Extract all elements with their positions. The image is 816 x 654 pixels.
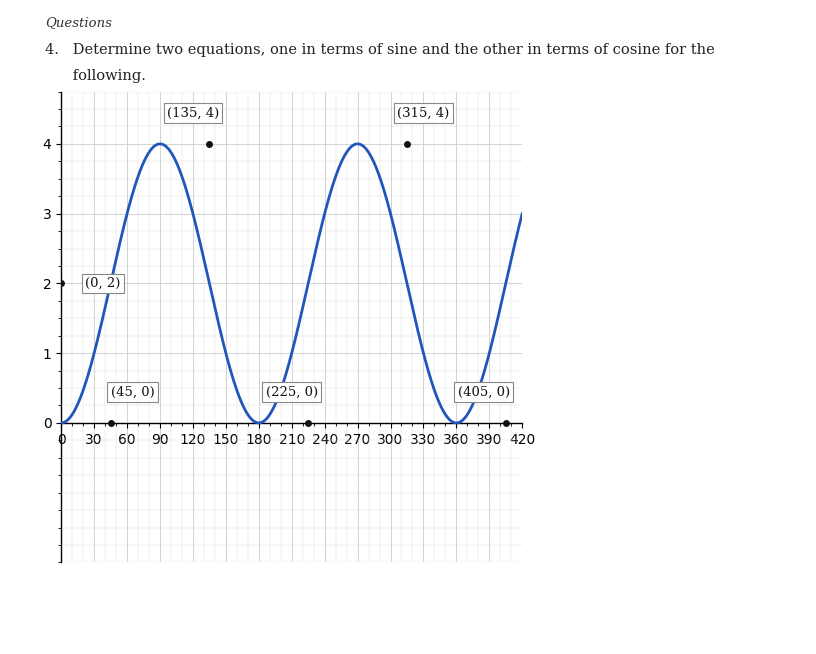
Text: Questions: Questions bbox=[45, 16, 112, 29]
Text: following.: following. bbox=[45, 69, 146, 82]
Text: (225, 0): (225, 0) bbox=[266, 385, 317, 398]
Text: 4.   Determine two equations, one in terms of sine and the other in terms of cos: 4. Determine two equations, one in terms… bbox=[45, 43, 715, 56]
Text: (45, 0): (45, 0) bbox=[111, 385, 154, 398]
Text: (0, 2): (0, 2) bbox=[85, 277, 121, 290]
Text: (405, 0): (405, 0) bbox=[458, 385, 510, 398]
Text: (315, 4): (315, 4) bbox=[397, 107, 450, 120]
Text: (135, 4): (135, 4) bbox=[166, 107, 219, 120]
